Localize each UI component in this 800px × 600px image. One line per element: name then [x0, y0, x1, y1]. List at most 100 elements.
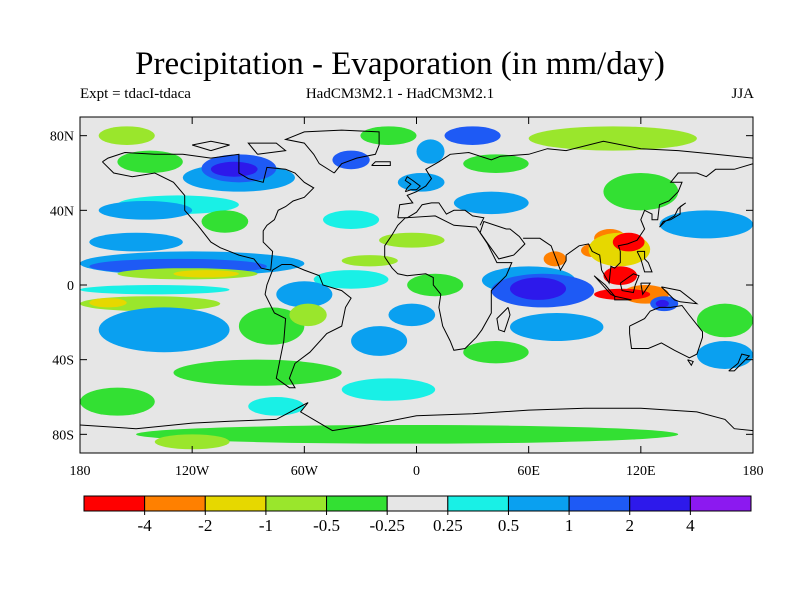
field-region-34: [612, 232, 645, 252]
lat-tick-label-4: 80S: [52, 428, 74, 443]
field-region-4: [89, 232, 183, 252]
field-region-50: [98, 126, 155, 145]
colorbar-swatch-1: [144, 495, 206, 512]
coastline-19: [404, 175, 421, 193]
field-region-10: [341, 255, 398, 267]
field-region-1: [98, 201, 193, 220]
field-region-55: [444, 126, 501, 145]
field-region-9: [313, 270, 389, 289]
season-label: JJA: [731, 86, 754, 102]
coastline-20: [496, 307, 511, 333]
lat-tick-label-3: 40S: [52, 354, 74, 369]
colorbar-swatch-8: [568, 495, 631, 512]
colorbar-swatch-0: [83, 495, 146, 512]
coastline-22: [192, 140, 230, 152]
field-region-43: [80, 387, 155, 416]
coastline-16: [728, 353, 751, 372]
lon-tick-label-6: 180: [743, 464, 764, 479]
lat-tick-label-2: 0: [67, 279, 74, 294]
coastline-18: [371, 161, 391, 166]
colorbar-label-0: -4: [138, 516, 153, 535]
field-region-8: [173, 270, 239, 278]
coastline-17: [283, 129, 380, 174]
coastline-14: [629, 304, 703, 359]
field-region-35: [603, 266, 638, 285]
field-region-56: [528, 126, 697, 151]
field-region-13: [89, 298, 127, 308]
colorbar-label-7: 1: [565, 516, 574, 535]
field-region-57: [463, 154, 529, 174]
field-region-19: [289, 303, 327, 327]
lon-tick-label-3: 0: [413, 464, 420, 479]
colorbar-swatch-10: [689, 495, 752, 512]
colorbar-label-9: 4: [686, 516, 695, 535]
field-region-39: [655, 299, 669, 308]
coastline-0: [102, 151, 315, 271]
coastline-2: [384, 215, 513, 351]
field-region-30: [543, 251, 567, 267]
field-region-17: [238, 307, 305, 345]
lat-tick-label-1: 40N: [50, 204, 74, 219]
field-region-24: [388, 303, 436, 327]
coastline-13: [659, 202, 686, 228]
field-region-59: [603, 173, 679, 211]
colorbar-label-3: -0.5: [313, 516, 340, 535]
lon-tick-label-5: 120E: [626, 464, 656, 479]
colorbar-label-8: 2: [625, 516, 634, 535]
field-region-54: [416, 139, 445, 164]
field-region-29: [463, 341, 529, 364]
field-region-46: [154, 434, 230, 450]
colorbar-label-2: -1: [259, 516, 273, 535]
coastline-6: [523, 163, 753, 285]
field-region-3: [323, 210, 380, 230]
experiment-label: Expt = tdacI-tdaca: [80, 86, 191, 102]
coastline-15: [687, 359, 694, 367]
field-region-61: [379, 232, 445, 248]
lon-tick-label-2: 60W: [291, 464, 319, 479]
field-region-44: [248, 397, 305, 416]
colorbar-label-6: 0.5: [498, 516, 519, 535]
chart-title: Precipitation - Evaporation (in mm/day): [135, 46, 665, 82]
field-region-2: [201, 210, 249, 233]
colorbar-swatch-5: [386, 495, 449, 512]
colorbar-label-4: -0.25: [369, 516, 404, 535]
colorbar-swatch-2: [204, 495, 267, 512]
coastline-23: [80, 402, 753, 432]
field-region-18: [276, 281, 333, 308]
lon-tick-label-4: 60E: [517, 464, 540, 479]
coastline-9: [619, 273, 640, 294]
coastline-21: [247, 142, 287, 155]
field-region-41: [696, 303, 753, 338]
lon-tick-label-1: 120W: [175, 464, 210, 479]
precip-field: [80, 117, 753, 453]
field-region-40: [659, 210, 753, 239]
field-region-16: [98, 307, 230, 353]
coastline-5: [479, 220, 526, 260]
colorbar-swatch-4: [326, 495, 388, 512]
coastline-10: [640, 282, 652, 296]
model-label: HadCM3M2.1 - HadCM3M2.1: [305, 86, 495, 102]
colorbar: -4 -2 -1 -0.5 -0.25 0.25 0.5 1 2 4: [83, 495, 752, 535]
field-region-51: [117, 150, 183, 173]
colorbar-swatch-7: [507, 495, 570, 512]
coastline-4: [397, 202, 485, 226]
colorbar-swatch-6: [447, 495, 509, 512]
colorbar-label-5: 0.25: [433, 516, 463, 535]
field-region-53: [360, 126, 417, 145]
field-region-11: [80, 285, 230, 295]
colorbar-swatch-9: [629, 495, 691, 512]
field-region-23: [407, 273, 464, 297]
field-region-28: [509, 313, 604, 341]
axis-ticks: 80N 40N 0 40S 80S 180 120W 60W 0 60E 120E 180: [50, 117, 764, 479]
colorbar-swatch-3: [265, 495, 328, 512]
field-region-60: [453, 191, 529, 215]
coastline-11: [661, 286, 699, 305]
field-region-45: [136, 425, 679, 444]
field-region-49: [210, 161, 258, 177]
lon-tick-label-0: 180: [70, 464, 91, 479]
coastlines: [80, 129, 753, 432]
field-region-27: [509, 277, 567, 300]
lat-tick-label-0: 80N: [50, 130, 74, 145]
field-region-20: [351, 326, 408, 356]
